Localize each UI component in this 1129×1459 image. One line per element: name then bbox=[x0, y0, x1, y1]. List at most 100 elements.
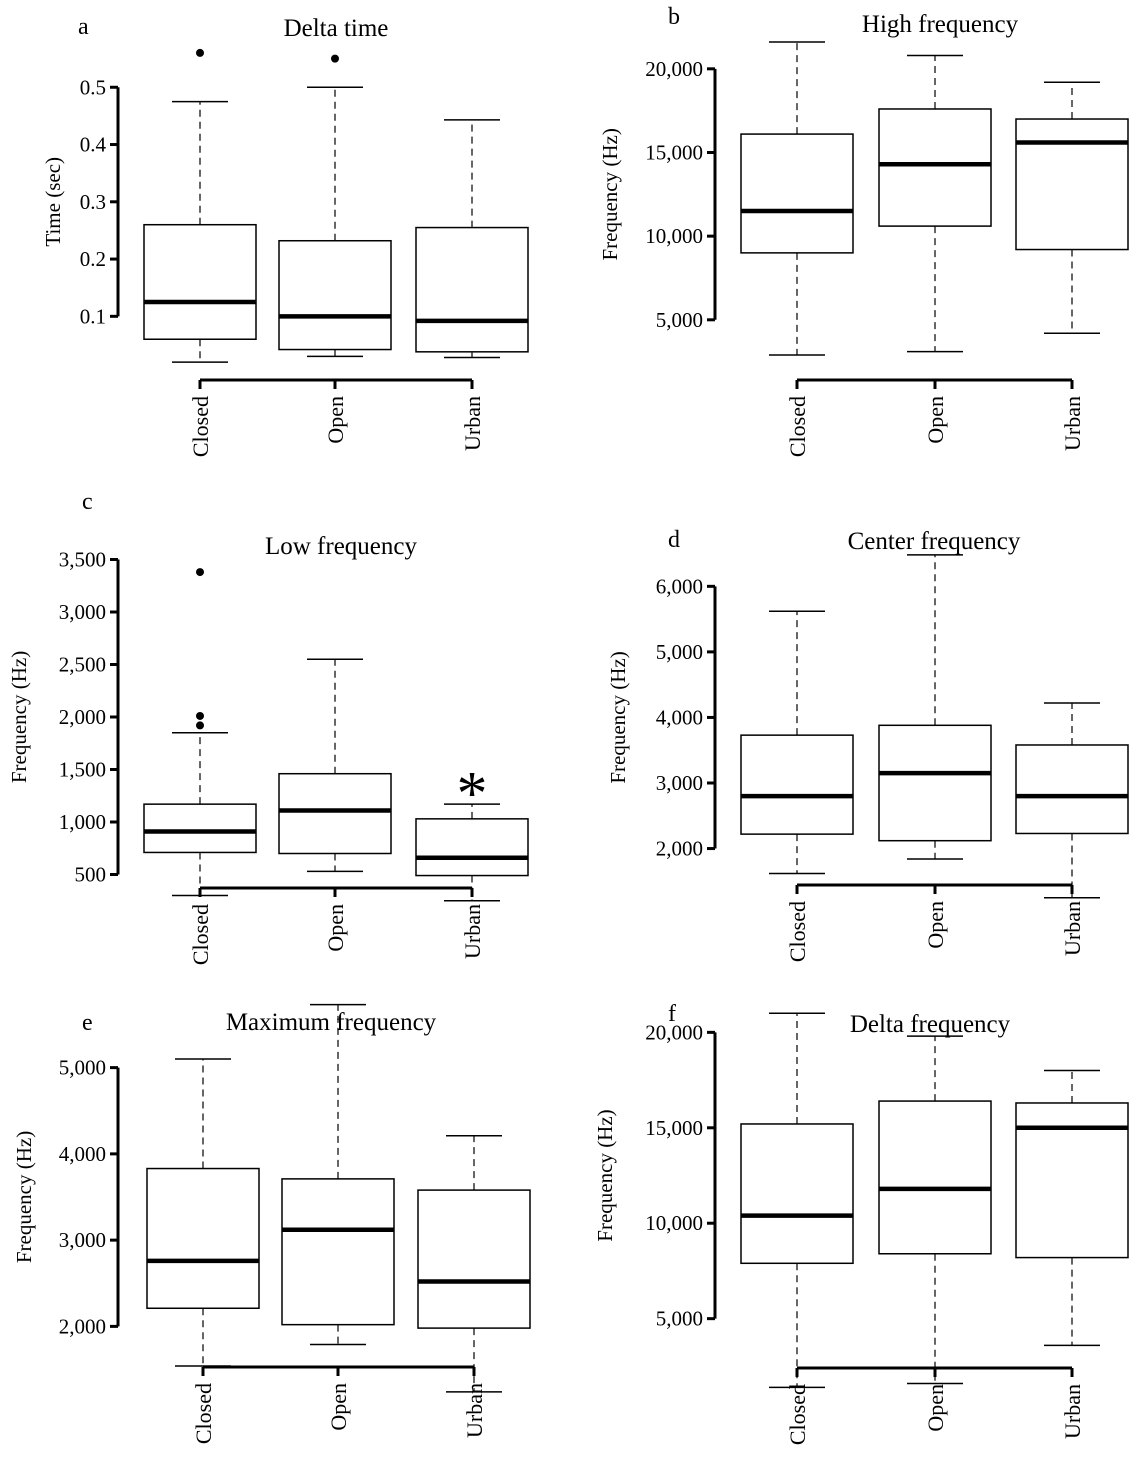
panel-d: d Center frequency 2,000 3,000 4,000 5,000 6,0… bbox=[606, 527, 1129, 962]
x-tick-label-open: Open bbox=[923, 901, 948, 949]
x-tick-label-open: Open bbox=[326, 1383, 351, 1431]
y-tick-label: 2,000 bbox=[59, 705, 106, 729]
x-tick-label-open: Open bbox=[323, 396, 348, 444]
x-tick-label-closed: Closed bbox=[785, 1384, 810, 1445]
x-tick-label-urban: Urban bbox=[460, 904, 485, 959]
box-closed bbox=[146, 1058, 260, 1367]
y-tick-label: 6,000 bbox=[656, 574, 703, 598]
y-tick-label: 1,500 bbox=[59, 758, 106, 782]
y-tick-label: 500 bbox=[75, 863, 107, 887]
panel-label: b bbox=[668, 4, 680, 30]
outlier-point bbox=[196, 721, 204, 730]
x-tick-label-urban: Urban bbox=[460, 396, 485, 451]
interquartile-box bbox=[1015, 744, 1129, 835]
x-tick-label-urban: Urban bbox=[1060, 1384, 1085, 1439]
y-tick-label: 0.4 bbox=[80, 133, 107, 157]
y-axis-title: Frequency (Hz) bbox=[7, 651, 31, 783]
y-axis-title: Time (sec) bbox=[41, 157, 65, 247]
box-urban bbox=[415, 803, 529, 902]
box-urban bbox=[417, 1135, 531, 1393]
y-tick-label: 0.5 bbox=[80, 75, 106, 99]
y-tick-label: 2,000 bbox=[656, 837, 703, 861]
box-open bbox=[878, 1035, 992, 1385]
box-open bbox=[278, 658, 392, 873]
box-urban bbox=[415, 119, 529, 359]
x-tick-label-urban: Urban bbox=[1060, 396, 1085, 451]
outlier-point bbox=[196, 711, 204, 720]
panel-a: a Delta time 0.1 0.2 0.3 0.4 0.5 Time (sec) Clos… bbox=[41, 14, 529, 457]
x-tick-label-open: Open bbox=[923, 1384, 948, 1432]
y-tick-label: 15,000 bbox=[645, 1116, 703, 1140]
x-tick-label-open: Open bbox=[323, 904, 348, 952]
y-tick-label: 5,000 bbox=[656, 308, 703, 332]
x-tick-label-open: Open bbox=[923, 396, 948, 444]
y-tick-label: 20,000 bbox=[645, 57, 703, 81]
interquartile-box bbox=[143, 223, 257, 340]
y-tick-label: 1,000 bbox=[59, 810, 106, 834]
y-tick-label: 4,000 bbox=[59, 1142, 106, 1166]
panel-b: b High frequency 5,000 10,000 15,000 20,000 Fr… bbox=[598, 4, 1129, 457]
interquartile-box bbox=[143, 803, 257, 854]
interquartile-box bbox=[878, 108, 992, 227]
y-axis-title: Frequency (Hz) bbox=[606, 651, 630, 783]
panel-label: d bbox=[668, 527, 680, 553]
box-open bbox=[281, 1003, 395, 1346]
outlier-point bbox=[196, 568, 204, 577]
chart-title: Maximum frequency bbox=[226, 1009, 437, 1036]
box-open bbox=[878, 554, 992, 860]
panel-f: f Delta frequency 5,000 10,000 15,000 20,000 F… bbox=[593, 1001, 1129, 1445]
box-closed bbox=[143, 568, 257, 897]
y-tick-label: 5,000 bbox=[656, 640, 703, 664]
box-closed bbox=[740, 1012, 854, 1389]
chart-title: Center frequency bbox=[848, 528, 1021, 555]
panel-label: a bbox=[78, 14, 89, 40]
box-urban bbox=[1015, 1069, 1129, 1347]
y-tick-label: 5,000 bbox=[656, 1307, 703, 1331]
interquartile-box bbox=[146, 1167, 260, 1310]
panel-label: e bbox=[82, 1010, 93, 1036]
y-axis-title: Frequency (Hz) bbox=[593, 1109, 617, 1241]
interquartile-box bbox=[281, 1178, 395, 1326]
chart-title: Delta time bbox=[284, 15, 389, 42]
interquartile-box bbox=[878, 724, 992, 842]
y-tick-label: 3,000 bbox=[656, 771, 703, 795]
interquartile-box bbox=[278, 772, 392, 855]
y-tick-label: 2,000 bbox=[59, 1314, 106, 1338]
y-tick-label: 0.2 bbox=[80, 247, 106, 271]
x-tick-label-closed: Closed bbox=[188, 396, 213, 457]
y-tick-label: 0.3 bbox=[80, 190, 106, 214]
interquartile-box bbox=[415, 226, 529, 353]
y-tick-label: 3,000 bbox=[59, 600, 106, 624]
outlier-point bbox=[196, 48, 204, 57]
y-tick-label: 20,000 bbox=[645, 1020, 703, 1044]
interquartile-box bbox=[740, 1123, 854, 1265]
box-urban bbox=[1015, 81, 1129, 334]
box-closed bbox=[740, 41, 854, 356]
chart-title: High frequency bbox=[862, 11, 1019, 38]
box-open bbox=[878, 54, 992, 353]
x-tick-label-closed: Closed bbox=[785, 901, 810, 962]
y-tick-label: 15,000 bbox=[645, 140, 703, 164]
x-tick-label-urban: Urban bbox=[1060, 901, 1085, 956]
panel-label: c bbox=[82, 489, 93, 515]
y-axis-title: Frequency (Hz) bbox=[12, 1131, 36, 1263]
y-tick-label: 2,500 bbox=[59, 653, 106, 677]
box-closed bbox=[143, 48, 257, 363]
chart-title: Low frequency bbox=[265, 533, 418, 560]
interquartile-box bbox=[740, 133, 854, 254]
y-tick-label: 3,000 bbox=[59, 1228, 106, 1252]
interquartile-box bbox=[878, 1100, 992, 1255]
interquartile-box bbox=[1015, 118, 1129, 251]
y-tick-label: 10,000 bbox=[645, 224, 703, 248]
y-tick-label: 4,000 bbox=[656, 705, 703, 729]
x-tick-label-closed: Closed bbox=[785, 396, 810, 457]
panel-label: f bbox=[668, 1001, 676, 1027]
y-axis-title: Frequency (Hz) bbox=[598, 128, 622, 260]
panel-c: c Low frequency 500 1,000 1,500 2,000 2,500 3,0… bbox=[7, 489, 529, 965]
chart-title: Delta frequency bbox=[850, 1011, 1011, 1038]
interquartile-box bbox=[278, 239, 392, 351]
interquartile-box bbox=[740, 734, 854, 835]
box-open bbox=[278, 54, 392, 358]
y-tick-label: 10,000 bbox=[645, 1211, 703, 1235]
